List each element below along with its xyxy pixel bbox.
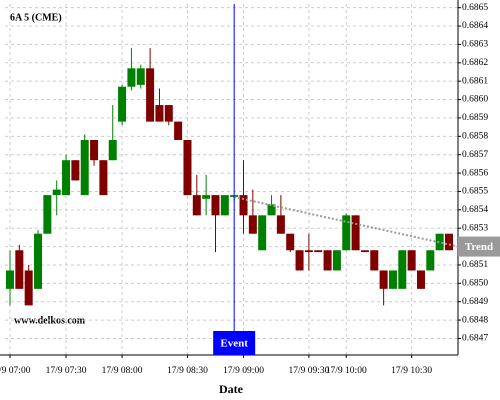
candle-body xyxy=(295,250,304,271)
trend-label-box xyxy=(458,236,500,257)
y-tick-label: 0.6856 xyxy=(462,168,488,178)
candle-body xyxy=(258,215,267,251)
candle-body xyxy=(43,195,52,234)
candle-body xyxy=(99,160,108,196)
candle-body xyxy=(379,270,388,289)
y-tick-label: 0.6860 xyxy=(462,95,488,105)
candle-body xyxy=(52,189,61,196)
y-tick-label: 0.6848 xyxy=(462,315,488,325)
y-tick-label: 0.6851 xyxy=(462,260,488,270)
candle-body xyxy=(80,139,89,196)
chart-title: 6A 5 (CME) xyxy=(10,12,62,23)
candle-body xyxy=(71,160,80,181)
candle-body xyxy=(416,270,425,289)
x-tick-label: 17/9 08:00 xyxy=(102,366,143,376)
x-tick-label: 17/9 07:00 xyxy=(0,366,31,376)
candle-body xyxy=(192,195,201,216)
candle-body xyxy=(62,160,71,196)
candle-body xyxy=(388,270,397,289)
candle-body xyxy=(24,270,33,306)
candle-body xyxy=(370,250,379,271)
candle-body xyxy=(304,250,313,253)
y-tick-label: 0.6864 xyxy=(462,21,488,31)
candle-body xyxy=(286,233,295,251)
event-label-box xyxy=(213,331,256,355)
candle-body xyxy=(342,215,351,251)
candle-body xyxy=(398,250,407,289)
x-tick-label: 17/9 10:30 xyxy=(391,366,432,376)
y-tick-label: 0.6855 xyxy=(462,187,488,197)
y-tick-label: 0.6849 xyxy=(462,297,488,307)
candle-body xyxy=(211,195,220,216)
y-tick-label: 0.6854 xyxy=(462,205,488,215)
candle-body xyxy=(314,250,323,253)
candle-body xyxy=(183,139,192,196)
candle-body xyxy=(248,215,257,234)
watermark: www.delkos.com xyxy=(14,315,86,326)
candle-body xyxy=(127,68,136,87)
candle-body xyxy=(239,195,248,216)
y-tick-label: 0.6865 xyxy=(462,3,488,13)
x-tick-label: 17/9 10:00 xyxy=(326,366,367,376)
candle-body xyxy=(407,250,416,271)
candle-body xyxy=(136,68,145,85)
candle-body xyxy=(435,233,444,251)
candle-body xyxy=(118,86,127,122)
candle-body xyxy=(90,139,99,161)
x-tick-label: 17/9 08:30 xyxy=(167,366,208,376)
event-label: Event xyxy=(220,338,248,350)
trend-label: Trend xyxy=(465,241,493,253)
candle-body xyxy=(146,68,155,122)
candle-body xyxy=(332,250,341,271)
candle-body xyxy=(220,195,229,216)
y-tick-label: 0.6863 xyxy=(462,40,488,50)
x-tick-label: 17/9 09:30 xyxy=(288,366,329,376)
candle-body xyxy=(360,250,369,253)
y-tick-label: 0.6861 xyxy=(462,76,488,86)
candle-body xyxy=(15,250,24,289)
candle-body xyxy=(164,105,173,122)
candle-body xyxy=(445,233,453,251)
x-axis-label: Date xyxy=(219,382,244,396)
y-tick-label: 0.6859 xyxy=(462,113,488,123)
x-tick-label: 17/9 09:00 xyxy=(223,366,264,376)
candle-body xyxy=(34,233,43,289)
candle-body xyxy=(426,250,435,271)
candle-body xyxy=(323,250,332,271)
y-tick-label: 0.6862 xyxy=(462,58,488,68)
y-tick-label: 0.6858 xyxy=(462,132,488,142)
candle-body xyxy=(351,215,360,251)
y-tick-label: 0.6857 xyxy=(462,150,488,160)
y-tick-label: 0.6847 xyxy=(462,334,488,344)
x-tick-label: 17/9 07:30 xyxy=(46,366,87,376)
candle-body xyxy=(174,121,183,140)
candle-body xyxy=(155,105,164,122)
y-tick-label: 0.6850 xyxy=(462,279,488,289)
candle-body xyxy=(6,270,14,289)
candle-body xyxy=(276,215,285,234)
y-tick-label: 0.6853 xyxy=(462,223,488,233)
candle-body xyxy=(267,204,276,216)
candle-body xyxy=(202,195,211,199)
candle-body xyxy=(108,139,117,161)
